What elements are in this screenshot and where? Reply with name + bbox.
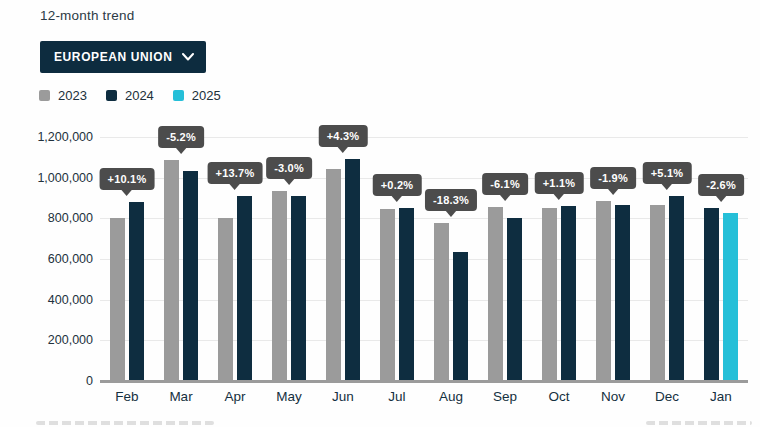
bar-2024-nov[interactable]: [615, 205, 630, 382]
change-callout-nov: -1.9%: [590, 167, 636, 189]
y-axis-tick-label: 0: [0, 374, 93, 388]
legend-swatch-2023: [39, 90, 50, 101]
page-title: 12-month trend: [40, 8, 134, 23]
x-axis-tick-label-dec: Dec: [640, 389, 694, 404]
bar-2023-jul[interactable]: [380, 209, 395, 381]
change-callout-dec: +5.1%: [643, 162, 692, 184]
legend-swatch-2025: [173, 90, 184, 101]
bar-2025-jan[interactable]: [723, 213, 738, 381]
bar-2023-feb[interactable]: [110, 218, 125, 381]
bar-2024-jul[interactable]: [399, 208, 414, 381]
change-callout-apr: +13.7%: [208, 162, 263, 184]
bar-2023-oct[interactable]: [542, 208, 557, 381]
y-axis-tick-label: 600,000: [0, 252, 93, 266]
x-axis-tick-label-nov: Nov: [586, 389, 640, 404]
y-axis-tick-label: 800,000: [0, 211, 93, 225]
x-axis-tick-label-jun: Jun: [316, 389, 370, 404]
x-axis-tick-label-feb: Feb: [100, 389, 154, 404]
x-axis-tick-label-jan: Jan: [694, 389, 748, 404]
bar-2023-nov[interactable]: [596, 201, 611, 381]
plot-area: +10.1%-5.2%+13.7%-3.0%+4.3%+0.2%-18.3%-6…: [100, 137, 748, 381]
footer-text-cutoff-right: [646, 421, 752, 425]
bar-2023-apr[interactable]: [218, 218, 233, 381]
chart-panel: 12-month trend EUROPEAN UNION 2023202420…: [0, 0, 760, 427]
x-axis-labels: FebMarAprMayJunJulAugSepOctNovDecJan: [100, 389, 748, 404]
legend: 2023 2024 2025: [39, 88, 221, 103]
legend-label: 2024: [125, 88, 154, 103]
bar-2024-oct[interactable]: [561, 206, 576, 381]
change-callout-sep: -6.1%: [482, 173, 528, 195]
x-axis-tick-label-aug: Aug: [424, 389, 478, 404]
region-dropdown-label: EUROPEAN UNION: [54, 50, 172, 64]
footer-text-cutoff-left: [36, 421, 214, 425]
change-callout-aug: -18.3%: [425, 189, 477, 211]
x-axis-tick-label-oct: Oct: [532, 389, 586, 404]
legend-item-2025: 2025: [173, 88, 221, 103]
legend-label: 2023: [58, 88, 87, 103]
bar-2023-aug[interactable]: [434, 223, 449, 381]
bar-2024-mar[interactable]: [183, 171, 198, 381]
bar-group-aug: [424, 137, 478, 381]
x-axis-tick-label-sep: Sep: [478, 389, 532, 404]
region-dropdown[interactable]: EUROPEAN UNION: [40, 41, 206, 73]
bar-2023-dec[interactable]: [650, 205, 665, 381]
y-axis-tick-label: 1,200,000: [0, 130, 93, 144]
y-axis-tick-label: 400,000: [0, 293, 93, 307]
x-axis-tick-label-apr: Apr: [208, 389, 262, 404]
legend-swatch-2024: [106, 90, 117, 101]
change-callout-oct: +1.1%: [535, 172, 584, 194]
legend-label: 2025: [192, 88, 221, 103]
x-axis-tick-label-jul: Jul: [370, 389, 424, 404]
bar-2024-sep[interactable]: [507, 218, 522, 381]
legend-item-2023: 2023: [39, 88, 87, 103]
change-callout-feb: +10.1%: [100, 168, 155, 190]
bar-2024-jan[interactable]: [704, 208, 719, 381]
y-axis-tick-label: 1,000,000: [0, 171, 93, 185]
change-callout-may: -3.0%: [266, 157, 312, 179]
change-callout-jul: +0.2%: [373, 174, 422, 196]
bar-2024-dec[interactable]: [669, 196, 684, 381]
x-axis-tick-label-may: May: [262, 389, 316, 404]
bar-2024-apr[interactable]: [237, 196, 252, 381]
bar-2024-may[interactable]: [291, 196, 306, 381]
legend-item-2024: 2024: [106, 88, 154, 103]
bar-2024-jun[interactable]: [345, 159, 360, 381]
bar-2023-sep[interactable]: [488, 207, 503, 381]
bar-2024-aug[interactable]: [453, 252, 468, 381]
x-axis-tick-label-mar: Mar: [154, 389, 208, 404]
bar-2023-mar[interactable]: [164, 160, 179, 381]
change-callout-jun: +4.3%: [319, 125, 368, 147]
bar-2024-feb[interactable]: [129, 202, 144, 382]
chevron-down-icon: [182, 53, 194, 61]
bar-2023-may[interactable]: [272, 191, 287, 382]
x-axis-line: [100, 380, 748, 383]
change-callout-mar: -5.2%: [158, 126, 204, 148]
bar-2023-jun[interactable]: [326, 169, 341, 382]
bar-group-jun: [316, 137, 370, 381]
bar-group-mar: [154, 137, 208, 381]
y-axis-tick-label: 200,000: [0, 333, 93, 347]
change-callout-jan: -2.6%: [698, 174, 744, 196]
